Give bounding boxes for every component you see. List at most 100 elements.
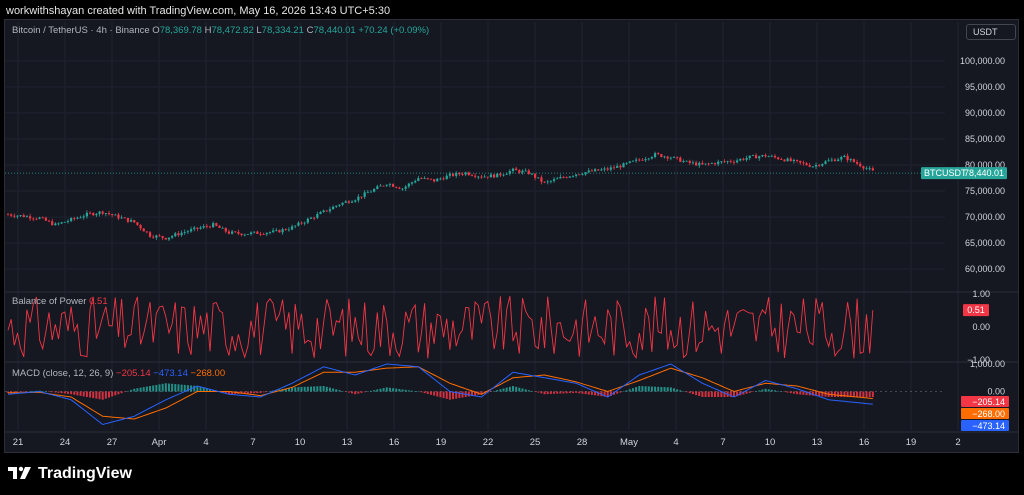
candle-body xyxy=(369,191,373,193)
macd-hist-bar xyxy=(815,391,818,396)
candle-body xyxy=(259,233,262,235)
candle-body xyxy=(379,185,382,187)
macd-hist-bar xyxy=(521,388,524,392)
candle-body xyxy=(811,166,814,168)
candle-body xyxy=(92,213,95,216)
macd-hist-bar xyxy=(209,389,212,392)
macd-hist-bar xyxy=(306,386,309,392)
time-axis-label: 16 xyxy=(859,437,870,448)
macd-signal-value: −268.00 xyxy=(190,368,226,379)
candle-body xyxy=(410,182,414,184)
candle-body xyxy=(638,159,641,161)
bop-axis-label: 1.00 xyxy=(972,289,990,299)
candle-body xyxy=(344,201,347,203)
candle-body xyxy=(600,169,603,171)
time-axis-label: 19 xyxy=(436,437,447,448)
macd-hist-bar xyxy=(461,391,464,398)
macd-hist-bar xyxy=(407,390,410,392)
macd-hist-bar xyxy=(852,391,855,398)
time-axis-label: 13 xyxy=(812,437,823,448)
candle-body xyxy=(341,202,344,205)
bop-legend: Balance of Power 0.51 xyxy=(12,296,108,307)
candle-body xyxy=(243,234,246,236)
candle-body xyxy=(571,175,575,177)
candle-body xyxy=(562,176,565,178)
candle-body xyxy=(641,159,644,161)
macd-hist-bar xyxy=(104,391,107,399)
candle-body xyxy=(95,213,98,216)
candle-body xyxy=(726,161,729,163)
candle-body xyxy=(85,212,89,217)
macd-hist-bar xyxy=(764,388,767,392)
macd-hist-bar xyxy=(130,389,133,392)
macd-hist-bar xyxy=(373,390,376,392)
macd-hist-bar xyxy=(180,384,183,392)
macd-hist-bar xyxy=(846,391,849,398)
candle-body xyxy=(657,153,660,155)
candle-body xyxy=(590,170,594,172)
candle-body xyxy=(751,155,755,156)
candle-body xyxy=(647,158,650,160)
macd-hist-bar xyxy=(512,386,515,392)
currency-button[interactable]: USDT xyxy=(966,24,1016,40)
candle-body xyxy=(717,161,720,165)
macd-hist-bar xyxy=(720,391,723,397)
candle-body xyxy=(186,231,190,233)
candle-body xyxy=(628,161,631,163)
macd-name: MACD (close, 12, 26, 9) xyxy=(12,368,114,379)
candle-body xyxy=(287,229,291,231)
macd-hist-bar xyxy=(73,391,76,395)
candle-body xyxy=(543,181,546,183)
candle-body xyxy=(335,205,338,207)
price-axis-label: 70,000.00 xyxy=(965,212,1005,222)
macd-hist-bar xyxy=(196,386,199,392)
candle-body xyxy=(843,155,846,158)
candle-body xyxy=(174,233,177,237)
candle-body xyxy=(540,177,543,182)
candle-body xyxy=(862,166,865,169)
candle-body xyxy=(530,173,534,175)
macd-hist-bar xyxy=(796,391,799,395)
macd-hist-bar xyxy=(458,391,461,399)
macd-hist-bar xyxy=(60,391,63,394)
candle-body xyxy=(407,183,410,187)
candle-body xyxy=(196,227,199,229)
candle-body xyxy=(177,233,180,236)
macd-hist-bar xyxy=(246,391,249,394)
macd-hist-bar xyxy=(714,391,717,397)
macd-hist-bar xyxy=(388,387,391,392)
tradingview-logo-icon xyxy=(8,466,31,479)
macd-hist-bar xyxy=(426,391,429,394)
macd-hist-bar xyxy=(685,391,688,393)
macd-hist-bar xyxy=(161,383,164,392)
macd-hist-bar xyxy=(89,391,92,398)
macd-hist-bar xyxy=(698,391,701,397)
macd-hist-bar xyxy=(133,388,136,392)
price-axis-label: 90,000.00 xyxy=(965,108,1005,118)
candle-body xyxy=(306,218,309,223)
candle-body xyxy=(679,157,682,162)
candle-body xyxy=(164,237,167,240)
macd-hist-bar xyxy=(606,391,609,397)
macd-hist-bar xyxy=(199,386,202,392)
candle-body xyxy=(521,170,524,173)
macd-hist-bar xyxy=(202,387,205,392)
bop-tag-value: 0.51 xyxy=(967,305,985,315)
candle-body xyxy=(451,173,455,176)
candle-body xyxy=(436,178,439,182)
candle-body xyxy=(802,162,805,164)
candle-body xyxy=(795,159,799,161)
candle-body xyxy=(455,172,458,176)
candle-body xyxy=(480,176,483,178)
macd-hist-bar xyxy=(95,391,98,399)
macd-hist-bar xyxy=(609,391,612,396)
low-value: 78,334.21 xyxy=(261,25,304,36)
candle-body xyxy=(635,159,638,161)
time-axis-label: 7 xyxy=(720,437,725,448)
candle-body xyxy=(265,232,268,235)
candle-body xyxy=(729,161,732,163)
chart-panel[interactable] xyxy=(4,19,1019,453)
candle-body xyxy=(527,170,530,174)
candle-body xyxy=(713,163,717,165)
